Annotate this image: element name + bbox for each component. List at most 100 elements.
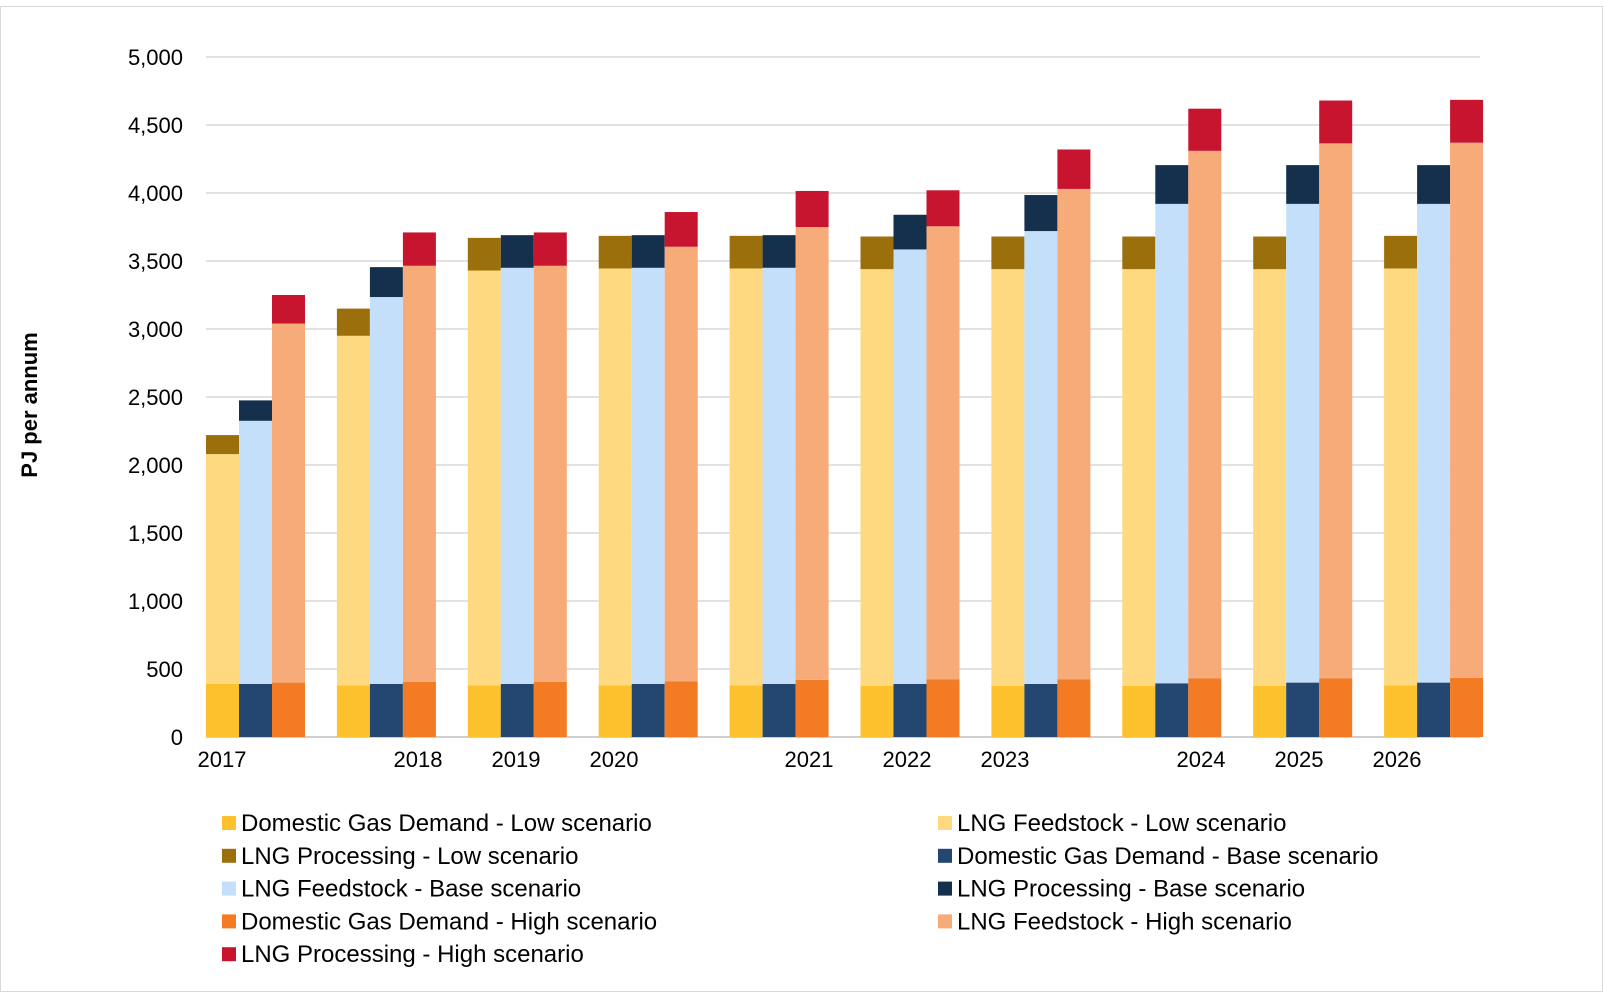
y-axis-title: PJ per annum — [17, 332, 42, 477]
bar-segment — [1253, 686, 1287, 737]
bar-segment — [369, 267, 403, 298]
bar-segment — [926, 190, 960, 227]
bar-segment — [795, 679, 829, 737]
bar-segment — [729, 235, 763, 269]
bar-segment — [500, 235, 534, 268]
bar-segment — [1450, 99, 1484, 143]
bar-segment — [1384, 235, 1418, 269]
bar-segment — [1188, 678, 1222, 737]
bar-segment — [729, 685, 763, 737]
bar-segment — [1057, 188, 1091, 680]
bar-segment — [631, 267, 665, 684]
y-tick-label: 1,000 — [128, 589, 183, 614]
y-axis-ticks: 0 500 1,000 1,500 2,000 2,500 3,000 3,500 4,000 4… — [128, 45, 183, 750]
bars — [206, 99, 1484, 737]
legend-label: LNG Feedstock - Base scenario — [241, 876, 581, 903]
bar-segment — [664, 212, 698, 247]
legend-label: LNG Processing - High scenario — [241, 941, 584, 968]
bar-segment — [926, 679, 960, 737]
bar-segment — [467, 685, 501, 737]
bar-segment — [926, 226, 960, 680]
bar-segment — [1417, 203, 1451, 683]
y-tick-label: 1,500 — [128, 521, 183, 546]
bar-segment — [1188, 108, 1222, 151]
bar-segment — [1319, 100, 1353, 144]
bar-segment — [893, 249, 927, 684]
bar-segment — [206, 454, 239, 684]
bar-segment — [239, 420, 272, 684]
y-tick-label: 3,000 — [128, 317, 183, 342]
x-tick-label: 2020 — [590, 747, 639, 772]
bar-segment — [1450, 677, 1484, 737]
legend-swatch — [222, 881, 236, 896]
legend-label: LNG Processing - Base scenario — [957, 876, 1305, 903]
bar-segment — [893, 683, 927, 737]
bar-segment — [1188, 150, 1222, 679]
bar-segment — [762, 235, 796, 268]
y-tick-label: 3,500 — [128, 249, 183, 274]
x-tick-label: 2019 — [492, 747, 541, 772]
bar-segment — [1319, 143, 1353, 679]
bar-segment — [533, 265, 567, 682]
bar-segment — [1122, 236, 1156, 270]
bar-segment — [206, 435, 239, 455]
y-tick-label: 5,000 — [128, 45, 183, 70]
y-tick-label: 4,000 — [128, 181, 183, 206]
bar-segment — [1122, 269, 1156, 686]
bar-segment — [206, 683, 239, 737]
bar-segment — [467, 237, 501, 271]
bar-segment — [369, 297, 403, 684]
y-tick-label: 0 — [171, 725, 183, 750]
bar-segment — [402, 265, 436, 682]
legend-swatch — [222, 914, 236, 929]
x-tick-label: 2026 — [1373, 747, 1422, 772]
bar-segment — [795, 227, 829, 680]
bar-segment — [991, 686, 1025, 737]
legend-label: LNG Processing - Low scenario — [241, 843, 578, 870]
bar-segment — [860, 236, 894, 270]
y-tick-label: 2,500 — [128, 385, 183, 410]
bar-segment — [598, 268, 632, 686]
bar-segment — [500, 683, 534, 737]
bar-segment — [402, 681, 436, 737]
bar-segment — [336, 335, 370, 686]
bar-segment — [1417, 682, 1451, 737]
bar-segment — [1057, 679, 1091, 737]
legend-swatch — [938, 816, 952, 830]
bar-segment — [1057, 149, 1091, 189]
bar-segment — [991, 269, 1025, 686]
bar-segment — [1122, 686, 1156, 737]
bar-segment — [1384, 685, 1418, 737]
bar-segment — [860, 269, 894, 686]
bar-segment — [1450, 142, 1484, 678]
bar-segment — [860, 686, 894, 737]
bar-segment — [1155, 203, 1189, 684]
bar-segment — [893, 214, 927, 250]
x-axis-ticks: 2017 2018 2019 2020 2021 2022 2023 2024 2025 2026 — [198, 747, 1422, 772]
bar-segment — [631, 683, 665, 737]
bar-segment — [369, 683, 403, 737]
legend-swatch — [222, 947, 236, 962]
legend-swatch — [222, 848, 236, 863]
bar-segment — [1024, 231, 1058, 684]
bar-segment — [239, 400, 272, 421]
bar-segment — [272, 295, 305, 324]
bar-segment — [1155, 165, 1189, 204]
bar-segment — [336, 308, 370, 336]
bar-segment — [1155, 683, 1189, 737]
bar-segment — [664, 681, 698, 737]
legend-label: Domestic Gas Demand - Low scenario — [241, 810, 652, 837]
bar-segment — [467, 270, 501, 686]
bar-segment — [1384, 268, 1418, 686]
bar-segment — [1417, 165, 1451, 204]
bar-segment — [762, 683, 796, 737]
legend-label: LNG Feedstock - Low scenario — [957, 810, 1286, 837]
bar-segment — [1024, 683, 1058, 737]
x-tick-label: 2025 — [1275, 747, 1324, 772]
bar-segment — [729, 268, 763, 686]
bar-segment — [991, 236, 1025, 270]
legend-label: LNG Feedstock - High scenario — [957, 908, 1292, 935]
bar-segment — [272, 323, 305, 683]
